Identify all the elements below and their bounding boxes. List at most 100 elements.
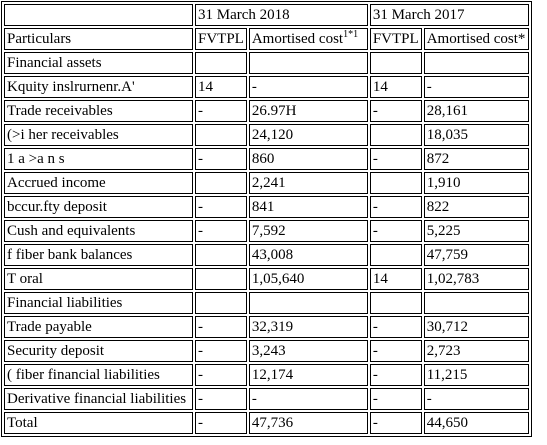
- amortised-2017-cell: 47,759: [423, 244, 529, 266]
- amortised-2018-cell: 26.97H: [248, 100, 368, 122]
- fvtpl-2018-cell: [195, 124, 247, 146]
- financial-instruments-table: 31 March 2018 31 March 2017 Particulars …: [1, 1, 532, 437]
- table-row: (>i her receivables 24,120 18,035: [4, 124, 529, 146]
- table-row: T oral 1,05,640 14 1,02,783: [4, 268, 529, 290]
- fvtpl-2017-cell: -: [369, 316, 422, 338]
- amortised-2017-cell: [423, 292, 529, 314]
- amortised-2018-cell: 1,05,640: [248, 268, 368, 290]
- amortised-2018-cell: 2,241: [248, 172, 368, 194]
- table-row: Trade receivables -26.97H -28,161: [4, 100, 529, 122]
- row-label-cell: Financial liabilities: [4, 292, 193, 314]
- fvtpl-2017-cell: -: [369, 220, 422, 242]
- header-row-years: 31 March 2018 31 March 2017: [4, 4, 529, 26]
- table-row: f fiber bank balances 43,008 47,759: [4, 244, 529, 266]
- amortised-2017-cell: 28,161: [423, 100, 529, 122]
- header-fvtpl-2018: FVTPL: [195, 28, 247, 50]
- amortised-2017-cell: 5,225: [423, 220, 529, 242]
- fvtpl-2018-cell: -: [195, 148, 247, 170]
- row-label-cell: 1 a >a n s: [4, 148, 193, 170]
- amortised-2018-cell: 24,120: [248, 124, 368, 146]
- row-label-cell: Derivative financial liabilities: [4, 388, 193, 410]
- header-row-columns: Particulars FVTPL Amortised cost1*1 FVTP…: [4, 28, 529, 50]
- fvtpl-2018-cell: -: [195, 100, 247, 122]
- table-row: Trade payable -32,319-30,712: [4, 316, 529, 338]
- row-label-cell: Trade receivables: [4, 100, 193, 122]
- amortised-2018-cell: [248, 52, 368, 74]
- table-row: Accrued income 2,241 1,910: [4, 172, 529, 194]
- fvtpl-2017-cell: [369, 52, 422, 74]
- table-row: Security deposit -3,243-2,723: [4, 340, 529, 362]
- header-amortised-2018: Amortised cost1*1: [248, 28, 368, 50]
- header-particulars: Particulars: [4, 28, 193, 50]
- table-row: 1 a >a n s -860-872: [4, 148, 529, 170]
- fvtpl-2018-cell: -: [195, 220, 247, 242]
- table-row: Cush and equivalents -7,592-5,225: [4, 220, 529, 242]
- row-label-cell: Accrued income: [4, 172, 193, 194]
- amortised-2017-cell: -: [423, 388, 529, 410]
- amortised-2017-cell: 2,723: [423, 340, 529, 362]
- row-label-cell: T oral: [4, 268, 193, 290]
- row-label-cell: f fiber bank balances: [4, 244, 193, 266]
- amortised-2017-cell: 44,650: [423, 412, 529, 434]
- table-row: Total -47,736-44,650: [4, 412, 529, 434]
- fvtpl-2017-cell: -: [369, 340, 422, 362]
- row-label-cell: Security deposit: [4, 340, 193, 362]
- fvtpl-2018-cell: 14: [195, 76, 247, 98]
- fvtpl-2018-cell: -: [195, 340, 247, 362]
- row-label-cell: Cush and equivalents: [4, 220, 193, 242]
- fvtpl-2017-cell: [369, 292, 422, 314]
- fvtpl-2017-cell: [369, 124, 422, 146]
- amortised-2017-cell: -: [423, 76, 529, 98]
- financial-instruments-table-container: 31 March 2018 31 March 2017 Particulars …: [1, 1, 532, 437]
- table-row: Kquity inslrurnenr.A' 14-14-: [4, 76, 529, 98]
- amortised-2018-cell: -: [248, 388, 368, 410]
- table-row: ( fiber financial liabilities -12,174-11,…: [4, 364, 529, 386]
- table-row: bccur.fty deposit -841-822: [4, 196, 529, 218]
- fvtpl-2017-cell: [369, 172, 422, 194]
- amortised-2018-cell: 3,243: [248, 340, 368, 362]
- amortised-2017-cell: 872: [423, 148, 529, 170]
- amortised-2017-cell: 1,02,783: [423, 268, 529, 290]
- fvtpl-2017-cell: -: [369, 148, 422, 170]
- fvtpl-2018-cell: [195, 268, 247, 290]
- fvtpl-2018-cell: [195, 52, 247, 74]
- row-label-cell: ( fiber financial liabilities: [4, 364, 193, 386]
- amortised-2018-cell: 860: [248, 148, 368, 170]
- amortised-2017-cell: 11,215: [423, 364, 529, 386]
- header-amortised-2018-superscript: 1*1: [343, 29, 359, 40]
- row-label-cell: (>i her receivables: [4, 124, 193, 146]
- fvtpl-2018-cell: [195, 172, 247, 194]
- header-year-2018: 31 March 2018: [195, 4, 368, 26]
- fvtpl-2018-cell: -: [195, 316, 247, 338]
- fvtpl-2017-cell: [369, 244, 422, 266]
- amortised-2018-cell: [248, 292, 368, 314]
- amortised-2018-cell: 12,174: [248, 364, 368, 386]
- amortised-2018-cell: 841: [248, 196, 368, 218]
- amortised-2017-cell: 30,712: [423, 316, 529, 338]
- header-amortised-2018-label: Amortised cost: [251, 31, 344, 47]
- header-amortised-2017: Amortised cost*: [423, 28, 529, 50]
- fvtpl-2017-cell: -: [369, 196, 422, 218]
- row-label-cell: Trade payable: [4, 316, 193, 338]
- header-year-2017: 31 March 2017: [369, 4, 529, 26]
- amortised-2017-cell: 822: [423, 196, 529, 218]
- fvtpl-2018-cell: [195, 244, 247, 266]
- table-row: Financial liabilities: [4, 292, 529, 314]
- amortised-2018-cell: -: [248, 76, 368, 98]
- row-label-cell: Total: [4, 412, 193, 434]
- fvtpl-2018-cell: -: [195, 412, 247, 434]
- amortised-2018-cell: 43,008: [248, 244, 368, 266]
- amortised-2018-cell: 47,736: [248, 412, 368, 434]
- header-blank-cell: [4, 4, 193, 26]
- fvtpl-2018-cell: -: [195, 196, 247, 218]
- header-fvtpl-2017: FVTPL: [369, 28, 422, 50]
- fvtpl-2017-cell: -: [369, 100, 422, 122]
- table-row: Derivative financial liabilities - - - -: [4, 388, 529, 410]
- fvtpl-2018-cell: -: [195, 364, 247, 386]
- row-label-cell: bccur.fty deposit: [4, 196, 193, 218]
- amortised-2017-cell: 18,035: [423, 124, 529, 146]
- amortised-2018-cell: 32,319: [248, 316, 368, 338]
- fvtpl-2018-cell: -: [195, 388, 247, 410]
- row-label-cell: Kquity inslrurnenr.A': [4, 76, 193, 98]
- fvtpl-2017-cell: -: [369, 388, 422, 410]
